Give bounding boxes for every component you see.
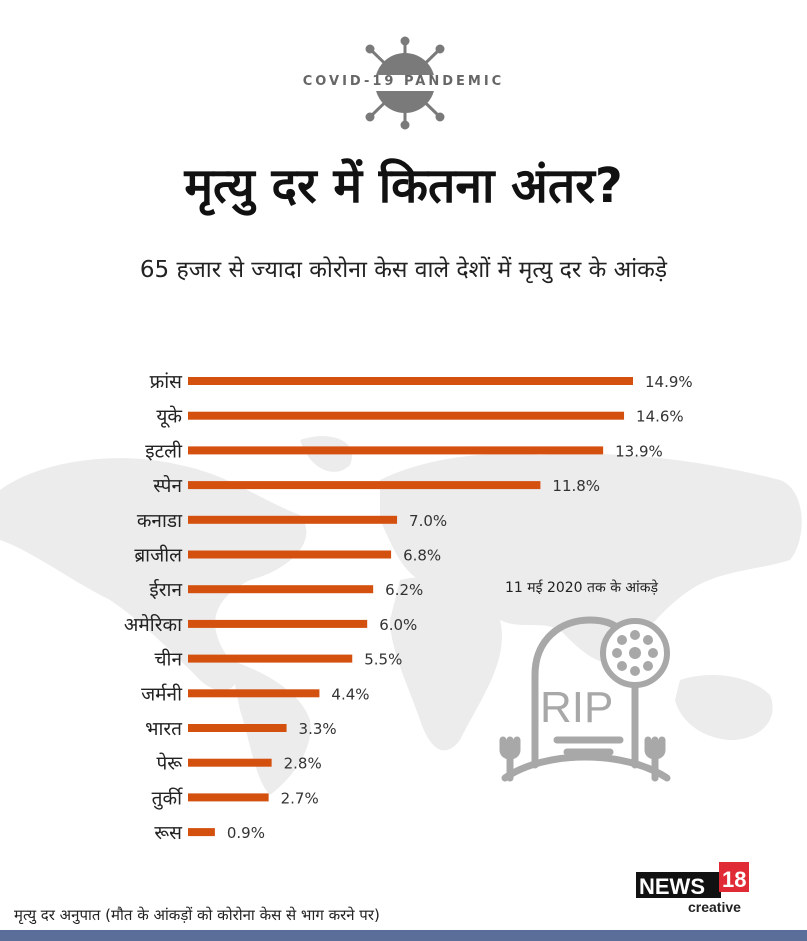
category-label: यूके [156, 405, 182, 429]
category-label: फ्रांस [150, 371, 184, 393]
category-label: इटली [145, 439, 183, 462]
category-label: ईरान [149, 578, 182, 601]
bar [188, 619, 368, 628]
value-label: 13.9% [615, 442, 663, 460]
bottom-bar [0, 930, 807, 941]
category-label: भारत [145, 718, 183, 740]
value-label: 0.9% [227, 824, 265, 842]
category-label: कनाडा [137, 510, 183, 532]
value-label: 6.8% [403, 547, 441, 565]
bar [188, 724, 287, 732]
page-subtitle: 65 हजार से ज्यादा कोरोना केस वाले देशों … [139, 257, 668, 283]
bar [188, 481, 541, 490]
bar [188, 411, 625, 420]
death-rate-bar-chart: फ्रांस 14.9% यूके 14.6% इटली 13.9% स्पेन 11.8% क… [124, 371, 693, 844]
tombstone-rip-icon: RIP [499, 616, 671, 782]
bar [188, 758, 272, 767]
svg-text:NEWS: NEWS [639, 874, 705, 899]
value-label: 11.8% [552, 477, 600, 495]
value-label: 2.8% [284, 755, 322, 773]
bar [188, 377, 633, 385]
category-label: स्पेन [153, 474, 182, 497]
bar [188, 689, 320, 698]
svg-text:RIP: RIP [540, 683, 613, 732]
date-note: 11 मई 2020 तक के आंकड़े [505, 580, 658, 596]
footnote: मृत्यु दर अनुपात (मौत के आंकड़ों को कोरो… [14, 906, 380, 924]
value-label: 5.5% [364, 651, 402, 669]
category-label: रूस [154, 822, 183, 844]
category-label: पेरू [156, 752, 183, 775]
coronavirus-icon [350, 36, 460, 130]
value-label: 6.0% [379, 616, 417, 634]
bar [188, 654, 353, 663]
bar [188, 793, 269, 802]
bar [188, 828, 215, 837]
category-label: अमेरिका [124, 613, 183, 636]
bar [188, 585, 374, 594]
value-label: 14.9% [645, 373, 693, 391]
value-label: 7.0% [409, 512, 447, 530]
value-label: 4.4% [331, 685, 369, 703]
category-label: तुर्की [152, 786, 183, 810]
page-title: मृत्यु दर में कितना अंतर? [184, 158, 623, 214]
svg-text:18: 18 [722, 867, 746, 892]
value-label: 6.2% [385, 581, 423, 599]
bar [188, 515, 398, 524]
category-label: जर्मनी [141, 682, 183, 705]
category-label: ब्राजील [134, 544, 183, 567]
bar [188, 550, 392, 559]
svg-text:creative: creative [688, 899, 741, 914]
value-label: 2.7% [281, 789, 319, 807]
bar [188, 446, 604, 455]
value-label: 14.6% [636, 408, 684, 426]
category-label: चीन [154, 648, 182, 671]
value-label: 3.3% [299, 720, 337, 738]
covid-pandemic-badge: COVID-19 PANDEMIC [302, 74, 505, 89]
news18-creative-logo: NEWS 18 creative [636, 862, 749, 914]
